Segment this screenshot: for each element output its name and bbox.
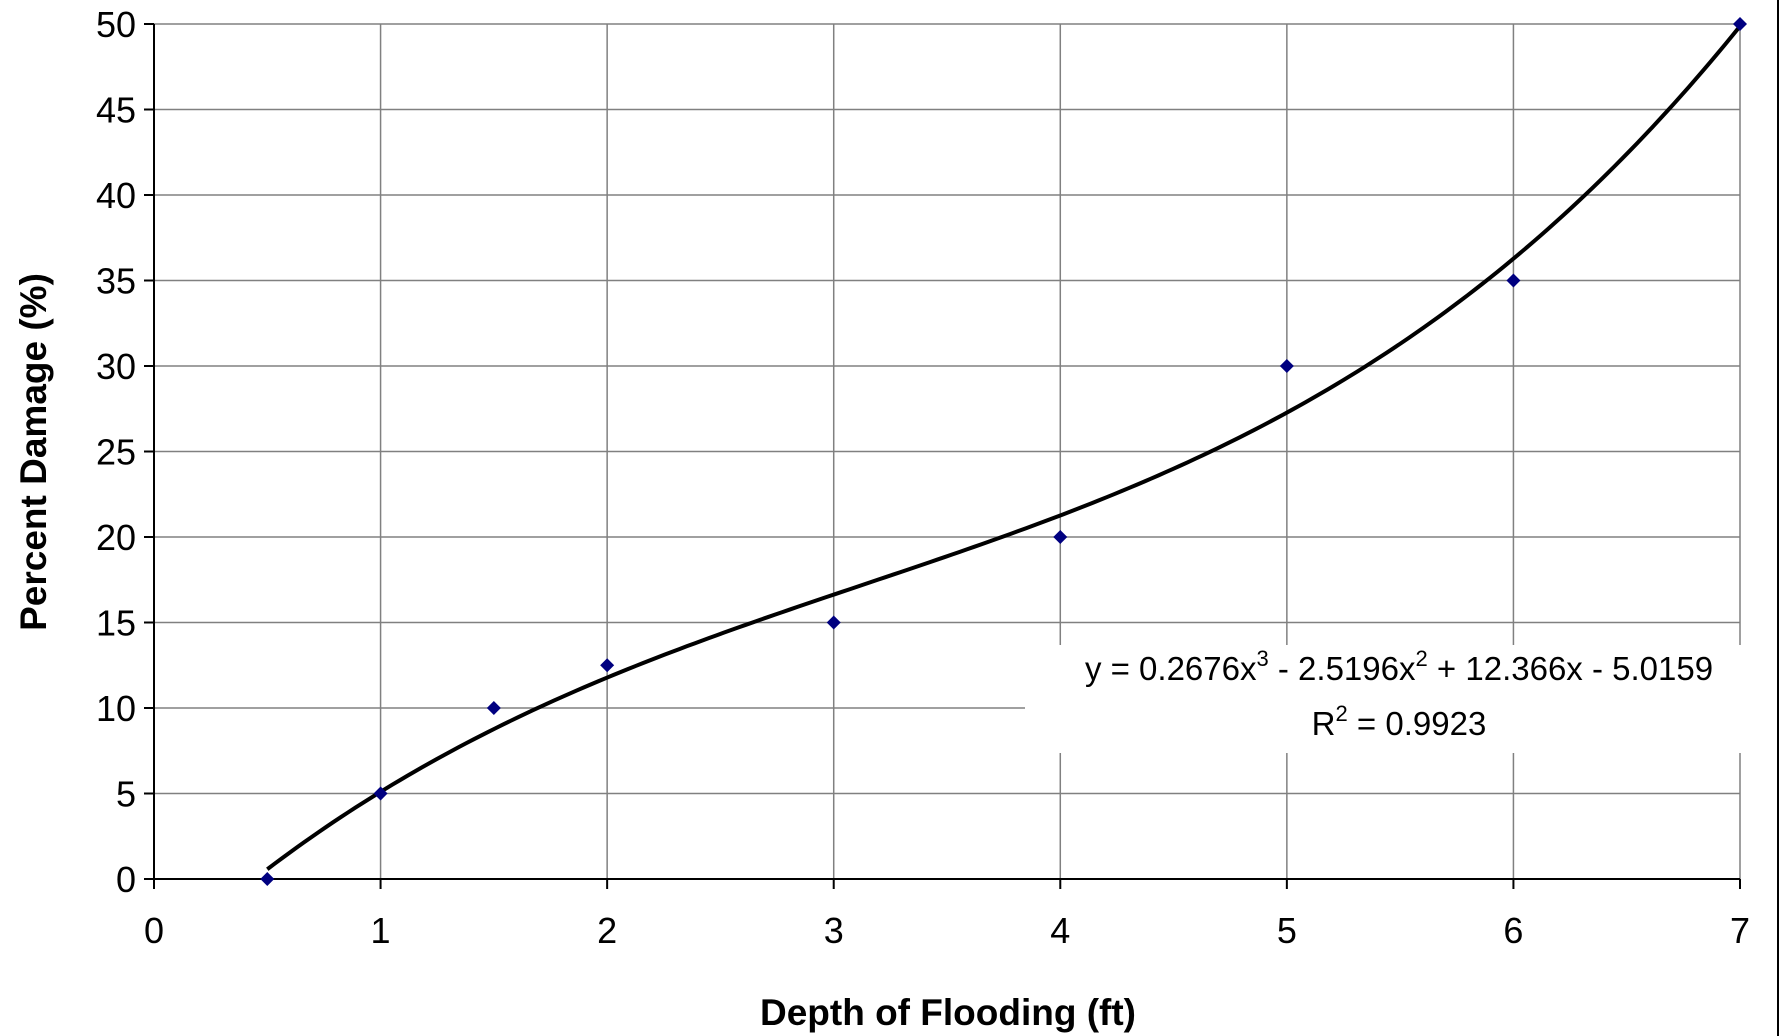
data-point <box>826 615 841 630</box>
data-point <box>486 701 501 715</box>
data-point <box>1506 273 1521 288</box>
data-point <box>1733 17 1747 31</box>
polynomial-trendline <box>266 24 1742 871</box>
data-points <box>260 17 1747 886</box>
grid-lines <box>154 23 1741 880</box>
r-squared-label: R2 = 0.9923 <box>1312 701 1487 742</box>
y-tick-label: 0 <box>116 859 136 900</box>
data-point <box>600 658 615 673</box>
x-tick-label: 7 <box>1730 910 1750 951</box>
trendline-equation: y = 0.2676x3 - 2.5196x2 + 12.366x - 5.01… <box>1085 646 1713 687</box>
y-tick-label: 35 <box>96 261 136 302</box>
y-tick-label: 40 <box>96 175 136 216</box>
x-tick-label: 5 <box>1277 910 1297 951</box>
x-tick-label: 6 <box>1503 910 1523 951</box>
x-tick-label: 4 <box>1050 910 1070 951</box>
y-axis-title: Percent Damage (%) <box>13 273 54 631</box>
x-tick-label: 2 <box>597 910 617 951</box>
x-tick-label: 1 <box>371 910 391 951</box>
y-tick-label: 50 <box>96 4 136 45</box>
equation-box <box>1025 645 1773 753</box>
y-tick-label: 30 <box>96 346 136 387</box>
y-tick-label: 45 <box>96 90 136 131</box>
data-point <box>373 786 388 801</box>
x-axis-title: Depth of Flooding (ft) <box>760 992 1136 1033</box>
x-tick-label: 0 <box>144 910 164 951</box>
y-tick-label: 5 <box>116 774 136 815</box>
y-tick-label: 10 <box>96 688 136 729</box>
x-tick-label: 3 <box>824 910 844 951</box>
data-point <box>1279 359 1294 373</box>
y-tick-label: 15 <box>96 603 136 644</box>
trendline-layer <box>266 24 1742 871</box>
data-point <box>1053 530 1068 544</box>
data-point <box>260 872 275 886</box>
y-tick-label: 20 <box>96 517 136 558</box>
y-tick-label: 25 <box>96 432 136 473</box>
axes <box>144 0 1779 1036</box>
